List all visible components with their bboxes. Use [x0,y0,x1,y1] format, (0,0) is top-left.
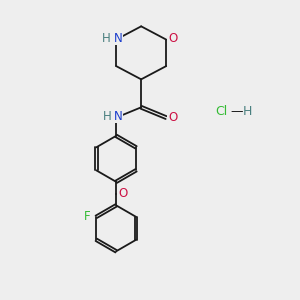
Text: N: N [114,32,123,45]
Text: O: O [168,111,177,124]
Text: —: — [230,105,243,118]
Text: O: O [168,32,177,45]
Text: O: O [118,187,127,200]
Text: H: H [243,105,252,118]
Text: F: F [84,210,91,223]
Text: Cl: Cl [215,105,227,118]
Text: H: H [102,32,111,45]
Text: H: H [103,110,112,123]
Text: N: N [114,110,123,123]
